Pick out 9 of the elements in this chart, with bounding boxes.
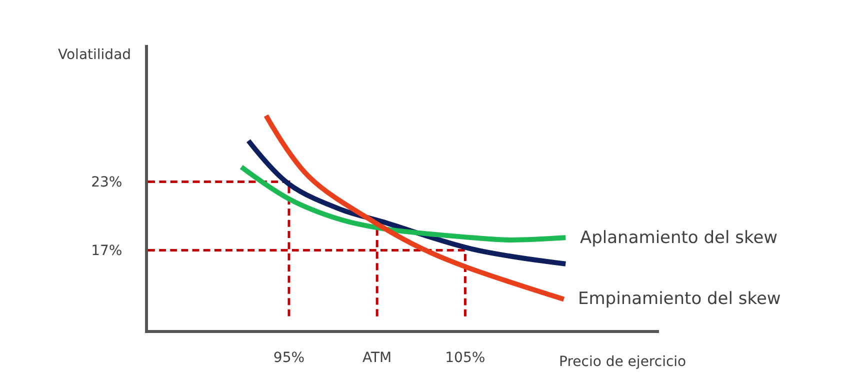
x-axis-title: Precio de ejercicio xyxy=(559,354,686,370)
x-tick-label: ATM xyxy=(362,350,392,366)
y-tick-label: 23% xyxy=(91,174,122,191)
x-tick-label: 95% xyxy=(273,350,305,366)
y-axis-title: Volatilidad xyxy=(58,47,132,63)
x-tick-label: 105% xyxy=(445,350,486,366)
y-tick-label: 17% xyxy=(91,243,122,260)
series-label: Aplanamiento del skew xyxy=(580,228,778,248)
series-label: Empinamiento del skew xyxy=(578,289,781,309)
